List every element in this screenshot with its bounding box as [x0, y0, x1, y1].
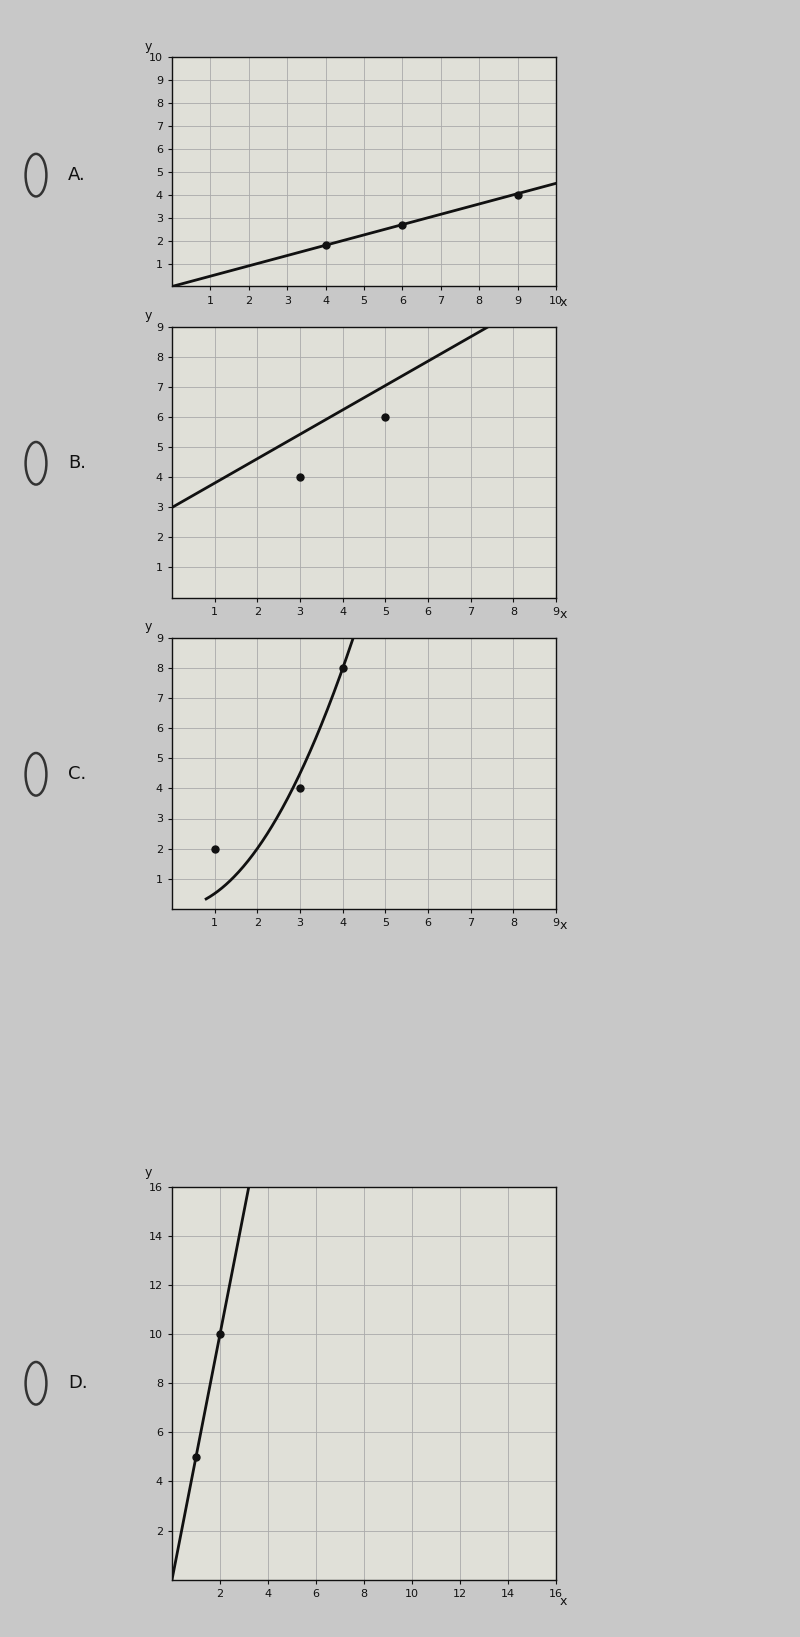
Text: D.: D.: [68, 1375, 88, 1391]
Text: y: y: [145, 39, 153, 52]
Text: y: y: [145, 309, 153, 322]
Text: x: x: [560, 1596, 567, 1609]
Text: x: x: [560, 609, 567, 622]
Text: C.: C.: [68, 766, 86, 782]
Text: x: x: [560, 920, 567, 933]
Text: y: y: [145, 620, 153, 634]
Text: B.: B.: [68, 455, 86, 471]
Text: y: y: [145, 1166, 153, 1179]
Text: x: x: [560, 296, 567, 309]
Text: A.: A.: [68, 167, 86, 183]
